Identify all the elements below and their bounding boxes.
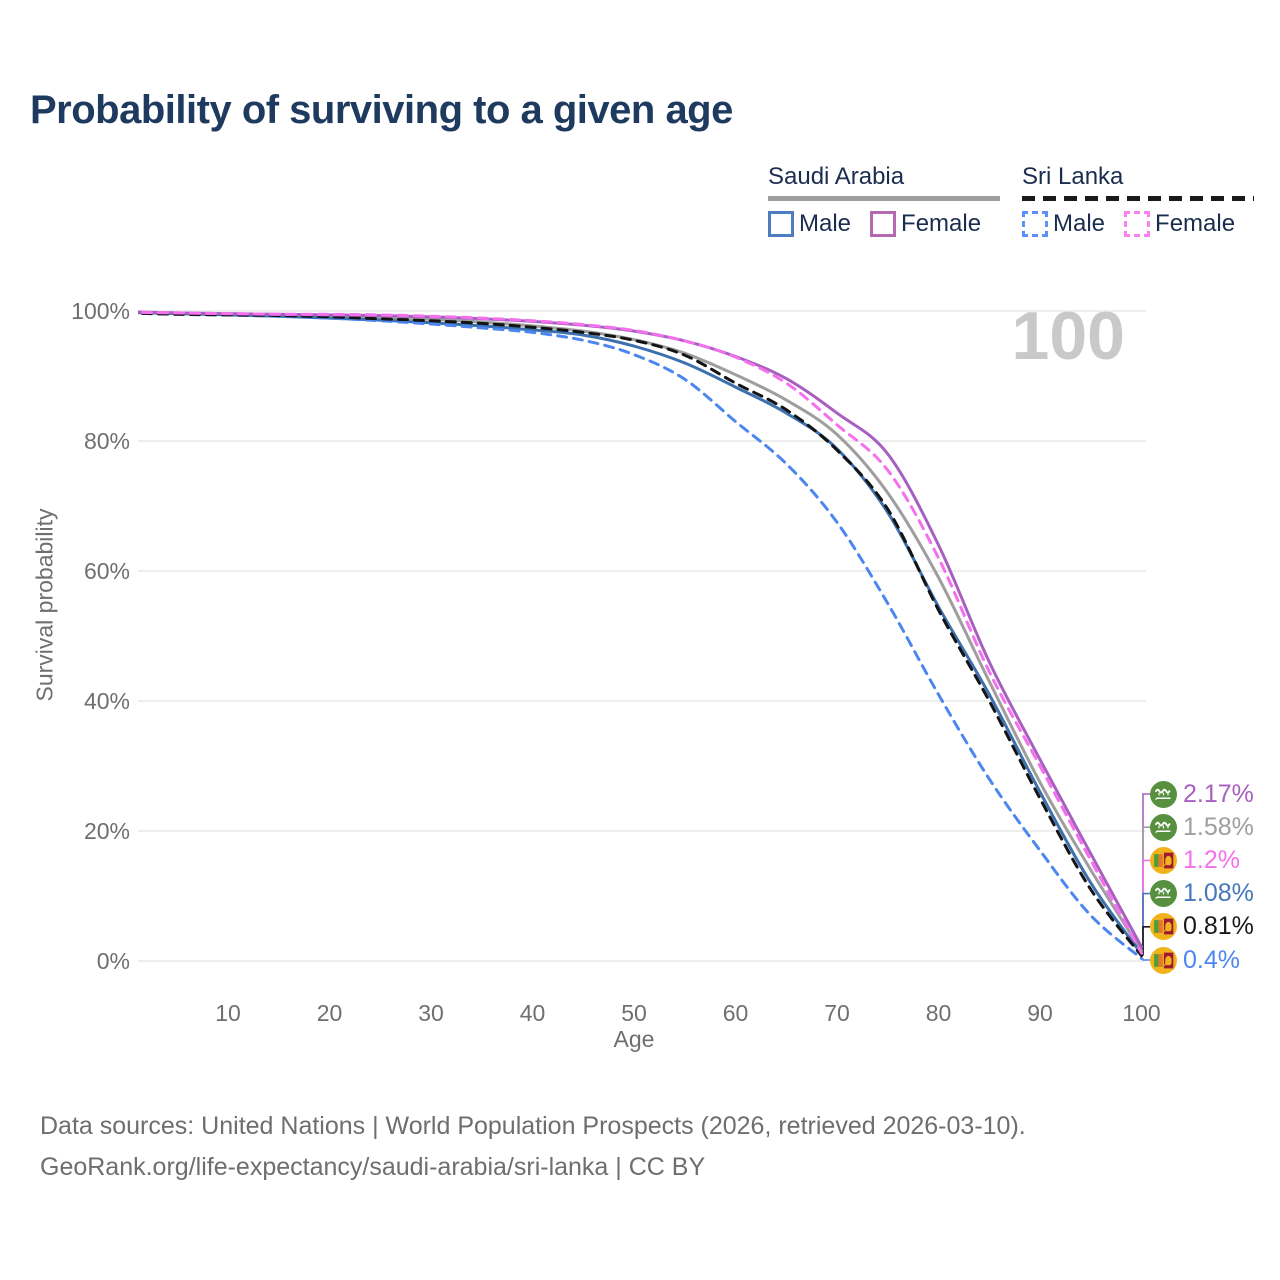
checkbox-srilanka-male[interactable] <box>1022 211 1048 237</box>
y-tick-40: 40% <box>84 688 130 714</box>
series-line-sri-lanka-both-sexes[interactable] <box>127 311 1143 958</box>
y-axis-tick-labels: 0% 20% 40% 60% 80% 100% <box>71 298 130 974</box>
footer-sources: Data sources: United Nations | World Pop… <box>40 1112 1026 1140</box>
x-axis-title: Age <box>613 1026 655 1052</box>
y-tick-0: 0% <box>97 948 130 974</box>
end-label-value: 1.58% <box>1183 812 1254 841</box>
saudi-arabia-flag-icon <box>1150 880 1177 908</box>
legend-line-sample-saudi-arabia <box>768 196 1001 201</box>
legend-label-srilanka-male[interactable]: Male <box>1053 210 1106 237</box>
legend-line-sample-sri-lanka <box>1022 196 1255 201</box>
leader-line-4 <box>1142 892 1150 954</box>
end-label-leader-lines <box>1142 793 1150 961</box>
end-label-value: 0.4% <box>1183 945 1240 974</box>
x-tick-30: 30 <box>418 1000 444 1026</box>
end-label-sri-lanka-both-sexes: 0.81% <box>1150 911 1254 943</box>
legend-label-saudi-male[interactable]: Male <box>799 210 852 237</box>
end-label-sri-lanka-female: 1.2% <box>1150 844 1240 876</box>
series-line-sri-lanka-female[interactable] <box>127 310 1143 955</box>
x-tick-10: 10 <box>215 1000 241 1026</box>
leader-line-5 <box>1142 926 1150 956</box>
x-tick-50: 50 <box>621 1000 647 1026</box>
y-tick-80: 80% <box>84 428 130 454</box>
legend-label-srilanka-female[interactable]: Female <box>1155 210 1236 237</box>
x-tick-70: 70 <box>824 1000 850 1026</box>
end-label-value: 1.08% <box>1183 879 1254 908</box>
footer: Data sources: United Nations | World Pop… <box>40 1106 1026 1187</box>
leader-line-1 <box>1142 793 1150 947</box>
leader-line-2 <box>1142 826 1150 951</box>
end-label-value: 2.17% <box>1183 779 1254 808</box>
checkbox-saudi-male[interactable] <box>768 211 794 237</box>
y-tick-100: 100% <box>71 298 130 324</box>
y-tick-60: 60% <box>84 558 130 584</box>
end-label-value: 1.2% <box>1183 845 1240 874</box>
end-label-sri-lanka-male: 0.4% <box>1150 944 1240 976</box>
page-title: Probability of surviving to a given age <box>30 88 733 132</box>
series-lines <box>127 310 1143 960</box>
x-tick-90: 90 <box>1027 1000 1053 1026</box>
leader-line-3 <box>1142 859 1150 954</box>
series-line-saudi-arabia-female[interactable] <box>127 310 1143 949</box>
series-line-saudi-arabia-both-sexes[interactable] <box>127 311 1143 953</box>
age-watermark: 100 <box>1011 298 1125 374</box>
sri-lanka-flag-icon <box>1150 846 1177 874</box>
legend-group-saudi-arabia: Saudi Arabia Male Female <box>768 163 1001 238</box>
series-line-saudi-arabia-male[interactable] <box>127 311 1143 956</box>
footer-attribution: GeoRank.org/life-expectancy/saudi-arabia… <box>40 1152 706 1181</box>
end-label-saudi-arabia-female: 2.17% <box>1150 778 1254 810</box>
checkbox-srilanka-female[interactable] <box>1124 211 1151 237</box>
y-axis-title: Survival probability <box>31 508 58 702</box>
x-tick-60: 60 <box>723 1000 749 1026</box>
saudi-arabia-flag-icon <box>1150 780 1177 808</box>
legend-country-saudi-arabia[interactable]: Saudi Arabia <box>768 163 905 190</box>
x-tick-100: 100 <box>1122 1000 1160 1026</box>
sri-lanka-flag-icon <box>1150 946 1177 974</box>
leader-line-6 <box>1142 958 1150 961</box>
legend-group-sri-lanka: Sri Lanka Male Female <box>1022 163 1255 238</box>
end-label-saudi-arabia-male: 1.08% <box>1150 878 1254 910</box>
sri-lanka-flag-icon <box>1150 913 1177 941</box>
x-tick-80: 80 <box>926 1000 952 1026</box>
gridlines <box>138 310 1146 962</box>
legend-country-sri-lanka[interactable]: Sri Lanka <box>1022 163 1124 190</box>
legend-label-saudi-female[interactable]: Female <box>901 210 982 237</box>
checkbox-saudi-female[interactable] <box>870 211 897 237</box>
end-label-saudi-arabia-both-sexes: 1.58% <box>1150 811 1254 843</box>
x-axis-tick-labels: 10 20 30 40 50 60 70 80 90 100 <box>215 1000 1160 1026</box>
end-label-value: 0.81% <box>1183 912 1254 941</box>
saudi-arabia-flag-icon <box>1150 813 1177 841</box>
y-tick-20: 20% <box>84 818 130 844</box>
x-tick-40: 40 <box>520 1000 546 1026</box>
x-tick-20: 20 <box>317 1000 343 1026</box>
series-line-sri-lanka-male[interactable] <box>127 311 1143 960</box>
